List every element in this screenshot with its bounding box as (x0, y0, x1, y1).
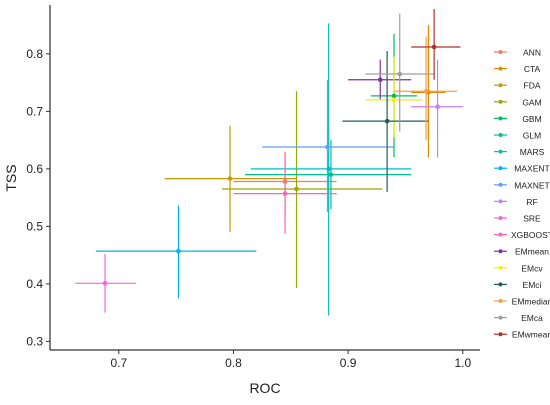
data-point (282, 191, 288, 196)
y-tick-label: 0.8 (26, 47, 43, 61)
legend-key-dot (498, 133, 503, 137)
x-axis-title: ROC (249, 380, 280, 396)
data-point (391, 93, 397, 99)
legend-key-dot (498, 149, 503, 154)
legend-label: XGBOOST (511, 230, 550, 240)
data-point (282, 179, 288, 184)
legend-label: EMci (523, 280, 542, 290)
data-point (397, 71, 403, 77)
legend-key-dot (498, 332, 503, 337)
legend-label: MARS (520, 147, 545, 157)
data-point (227, 176, 233, 181)
legend-label: GAM (522, 97, 541, 107)
data-point (176, 248, 181, 254)
legend-key-dot (498, 249, 503, 254)
legend: ANN CTA FDA GAM GBM GLM MARS MAXENT MAXNET RF SRE X… (494, 48, 550, 340)
legend-key-dot (498, 299, 503, 303)
y-axis-title: TSS (3, 164, 19, 191)
legend-key-dot (498, 50, 503, 54)
legend-key-dot (498, 66, 503, 71)
legend-label: FDA (524, 81, 541, 91)
error-bars (75, 9, 463, 316)
y-tick-label: 0.6 (26, 162, 43, 176)
legend-key-dot (498, 315, 503, 320)
axes: 0.7 0.8 0.9 1.0 0.3 0.4 0.5 0.6 0.7 0.8 (26, 5, 480, 370)
legend-key-dot (498, 166, 503, 171)
legend-label: MAXNET (514, 180, 549, 190)
legend-key-dot (498, 182, 503, 187)
legend-label: SRE (523, 214, 541, 224)
legend-label: GBM (522, 114, 541, 124)
x-tick-label: 1.0 (454, 356, 471, 370)
legend-key-dot (498, 116, 503, 121)
legend-label: MAXENT (514, 164, 549, 174)
x-tick-label: 0.8 (225, 356, 242, 370)
y-tick-label: 0.5 (26, 219, 43, 233)
data-point (391, 97, 397, 103)
y-tick-label: 0.7 (26, 104, 43, 118)
legend-key-dot (498, 265, 503, 270)
data-point (102, 281, 108, 286)
data-point (325, 144, 330, 150)
legend-label: CTA (524, 64, 541, 74)
legend-key-dot (498, 99, 503, 104)
legend-label: RF (526, 197, 537, 207)
legend-label: EMca (521, 313, 543, 323)
data-point (423, 88, 429, 94)
legend-label: EMmedian (512, 297, 550, 307)
y-tick-label: 0.4 (26, 277, 43, 291)
data-points (102, 44, 440, 286)
y-tick-label: 0.3 (26, 334, 43, 348)
legend-label: EMwmean (512, 330, 550, 340)
legend-key-dot (498, 282, 503, 287)
data-point (328, 172, 334, 177)
data-point (294, 186, 299, 192)
legend-label: GLM (523, 131, 541, 141)
x-tick-label: 0.9 (340, 356, 357, 370)
x-tick-label: 0.7 (110, 356, 127, 370)
legend-key-dot (498, 232, 503, 237)
legend-key-dot (498, 199, 503, 204)
legend-label: EMcv (521, 263, 543, 273)
data-point (384, 118, 390, 124)
data-point (435, 104, 440, 110)
legend-key-dot (498, 216, 503, 220)
data-point (377, 77, 383, 83)
legend-key-dot (498, 83, 503, 88)
data-point (326, 166, 331, 172)
legend-label: ANN (523, 48, 541, 58)
data-point (431, 44, 437, 50)
legend-label: EMmean (515, 247, 549, 257)
